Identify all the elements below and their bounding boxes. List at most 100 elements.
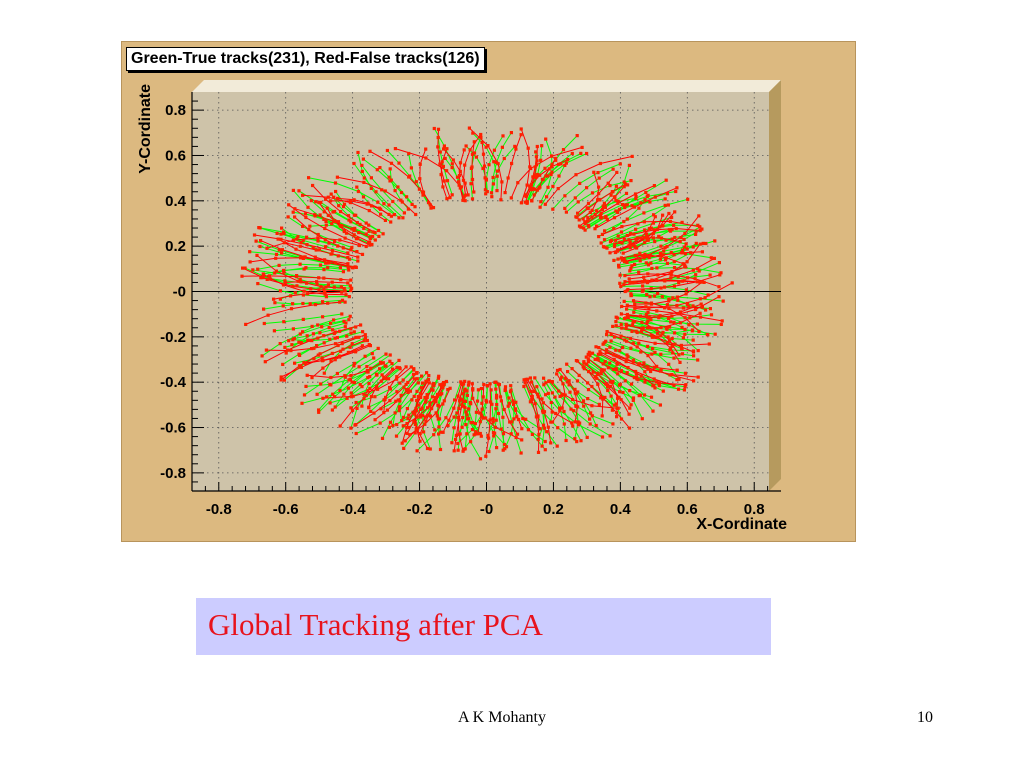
hit-point — [319, 382, 323, 386]
hit-point — [415, 449, 419, 453]
hit-point — [623, 205, 627, 210]
hit-point — [278, 297, 282, 301]
hit-point — [479, 387, 483, 391]
hit-point — [318, 331, 322, 335]
hit-point — [347, 295, 351, 299]
hit-point — [354, 431, 358, 436]
hit-point — [241, 266, 245, 270]
hit-point — [533, 173, 537, 177]
hit-point — [434, 396, 438, 400]
hit-point — [530, 199, 534, 203]
hit-point — [474, 432, 478, 436]
hit-point — [628, 336, 632, 340]
hit-point — [620, 304, 624, 308]
hit-point — [432, 433, 436, 437]
hit-point — [421, 413, 425, 418]
hit-point — [667, 362, 671, 366]
y-tick-label: 0.6 — [165, 147, 186, 164]
hit-point — [638, 314, 642, 318]
hit-point — [684, 292, 688, 296]
hit-point — [326, 195, 330, 199]
hit-point — [684, 288, 688, 292]
hit-point — [623, 379, 627, 383]
hit-point — [575, 134, 579, 138]
hit-point — [637, 270, 641, 274]
hit-point — [262, 307, 266, 311]
hit-point — [300, 401, 304, 405]
hit-point — [585, 151, 589, 156]
hit-point — [368, 375, 372, 379]
hit-point — [295, 284, 299, 288]
hit-point — [624, 326, 628, 330]
hit-point — [620, 241, 624, 245]
hit-point — [559, 162, 563, 166]
hit-point — [503, 191, 507, 195]
hit-point — [277, 263, 281, 267]
hit-point — [378, 421, 382, 425]
hit-point — [329, 375, 333, 380]
hit-point — [442, 179, 446, 183]
hit-point — [564, 210, 568, 214]
hit-point — [670, 344, 674, 348]
hit-point — [278, 289, 282, 293]
hit-point — [663, 279, 667, 283]
hit-point — [462, 148, 466, 152]
hit-point — [587, 225, 591, 229]
hit-point — [451, 158, 455, 162]
hit-point — [370, 352, 374, 356]
hit-point — [625, 203, 629, 207]
hit-point — [575, 215, 579, 219]
hit-point — [368, 240, 372, 244]
hit-point — [350, 408, 355, 412]
hit-point — [322, 287, 326, 291]
hit-point — [457, 180, 461, 184]
hit-point — [432, 383, 436, 387]
hit-point — [336, 254, 340, 258]
hit-point — [496, 411, 501, 416]
hit-point — [265, 246, 269, 250]
hit-point — [584, 355, 588, 359]
hit-point — [563, 194, 567, 198]
hit-point — [437, 432, 441, 436]
hit-point — [630, 329, 634, 333]
hit-point — [625, 357, 629, 361]
hit-point — [415, 415, 419, 419]
hit-point — [642, 211, 646, 215]
hit-point — [474, 410, 478, 414]
x-tick-label: 0.8 — [744, 501, 765, 518]
hit-point — [585, 435, 589, 439]
hit-point — [509, 432, 513, 436]
hit-point — [696, 375, 700, 379]
hit-point — [491, 182, 495, 186]
hit-point — [532, 193, 536, 197]
hit-point — [289, 294, 293, 298]
hit-point — [268, 277, 273, 281]
hit-point — [397, 409, 401, 413]
hit-point — [647, 227, 651, 231]
hit-point — [590, 208, 594, 212]
hit-point — [322, 210, 326, 214]
hit-point — [717, 285, 721, 289]
hit-point — [689, 251, 693, 255]
hit-point — [625, 371, 629, 375]
hit-point — [612, 357, 616, 361]
hit-point — [441, 430, 445, 434]
hit-point — [321, 396, 325, 400]
hit-point — [388, 420, 393, 424]
hit-point — [704, 241, 708, 246]
hit-point — [327, 241, 331, 245]
hit-point — [542, 426, 546, 430]
hit-point — [441, 164, 445, 168]
hit-point — [617, 265, 621, 269]
hit-point — [388, 359, 392, 363]
hit-point — [373, 418, 377, 422]
hit-point — [544, 393, 548, 397]
hit-point — [601, 245, 606, 249]
hit-point — [316, 232, 320, 237]
hit-point — [558, 367, 562, 372]
hit-point — [531, 175, 535, 179]
hit-point — [316, 336, 320, 340]
hit-point — [632, 376, 636, 380]
hit-point — [348, 284, 352, 288]
hit-point — [626, 183, 630, 187]
